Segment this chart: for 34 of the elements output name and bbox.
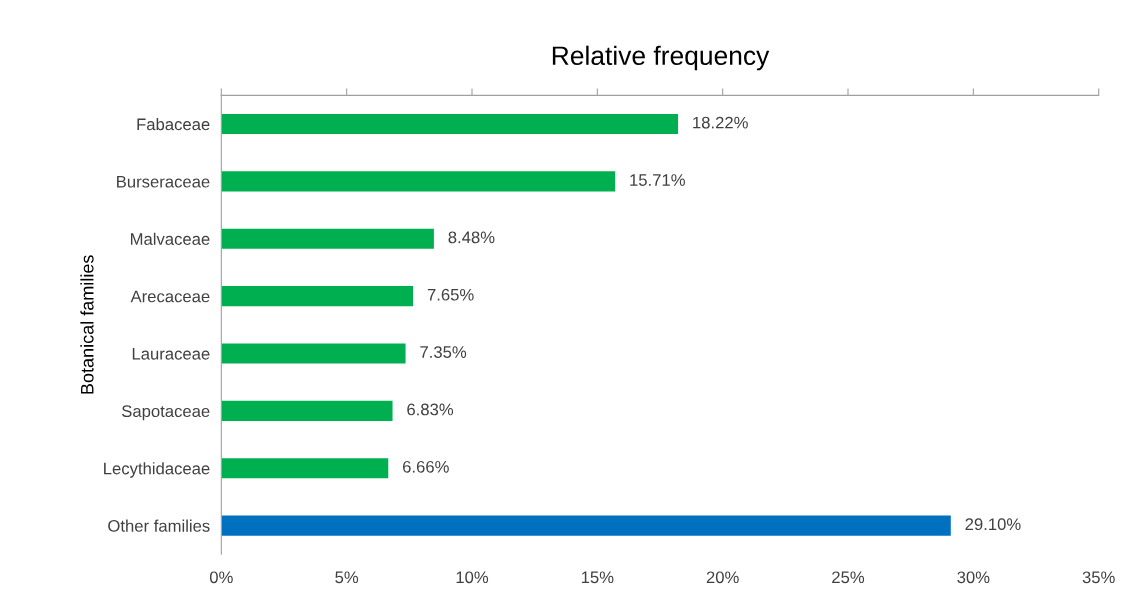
x-tick-label: 25% (832, 571, 865, 584)
data-label: 29.10% (965, 518, 1021, 531)
x-tick-label: 20% (706, 571, 739, 584)
data-label: 6.83% (407, 403, 454, 416)
data-label: 7.65% (427, 288, 474, 301)
x-tick-label: 10% (456, 571, 489, 584)
y-tick-label: Arecaceae (130, 290, 210, 303)
y-tick-label: Lecythidaceae (104, 462, 210, 478)
y-axis-title: Botanical families (80, 255, 94, 394)
x-tick-label: 15% (581, 571, 614, 584)
x-tick-label: 5% (335, 571, 359, 584)
y-tick-label: Other families (108, 519, 210, 532)
x-tick-label: 0% (209, 571, 233, 584)
y-tick-label: Malvaceae (130, 232, 210, 245)
data-label: 15.71% (630, 174, 685, 186)
y-tick-label: Burseraceae (117, 175, 210, 188)
bar (221, 286, 414, 307)
chart-title: Relative frequency (552, 45, 770, 71)
data-label: 6.66% (403, 460, 449, 473)
data-label: 8.48% (448, 231, 495, 244)
data-label: 18.22% (693, 116, 748, 129)
data-label: 7.35% (420, 346, 467, 358)
bar (221, 515, 951, 536)
bar (221, 458, 389, 479)
y-tick-label: Lauraceae (132, 348, 210, 360)
bar (221, 343, 406, 364)
bar (221, 400, 393, 421)
x-tick-label: 30% (957, 571, 990, 584)
y-tick-label: Sapotaceae (122, 405, 210, 421)
bar (221, 114, 679, 135)
y-tick-label: Fabaceae (137, 118, 210, 131)
x-tick-label: 35% (1082, 571, 1115, 584)
bar (221, 171, 616, 192)
bar (221, 228, 434, 249)
